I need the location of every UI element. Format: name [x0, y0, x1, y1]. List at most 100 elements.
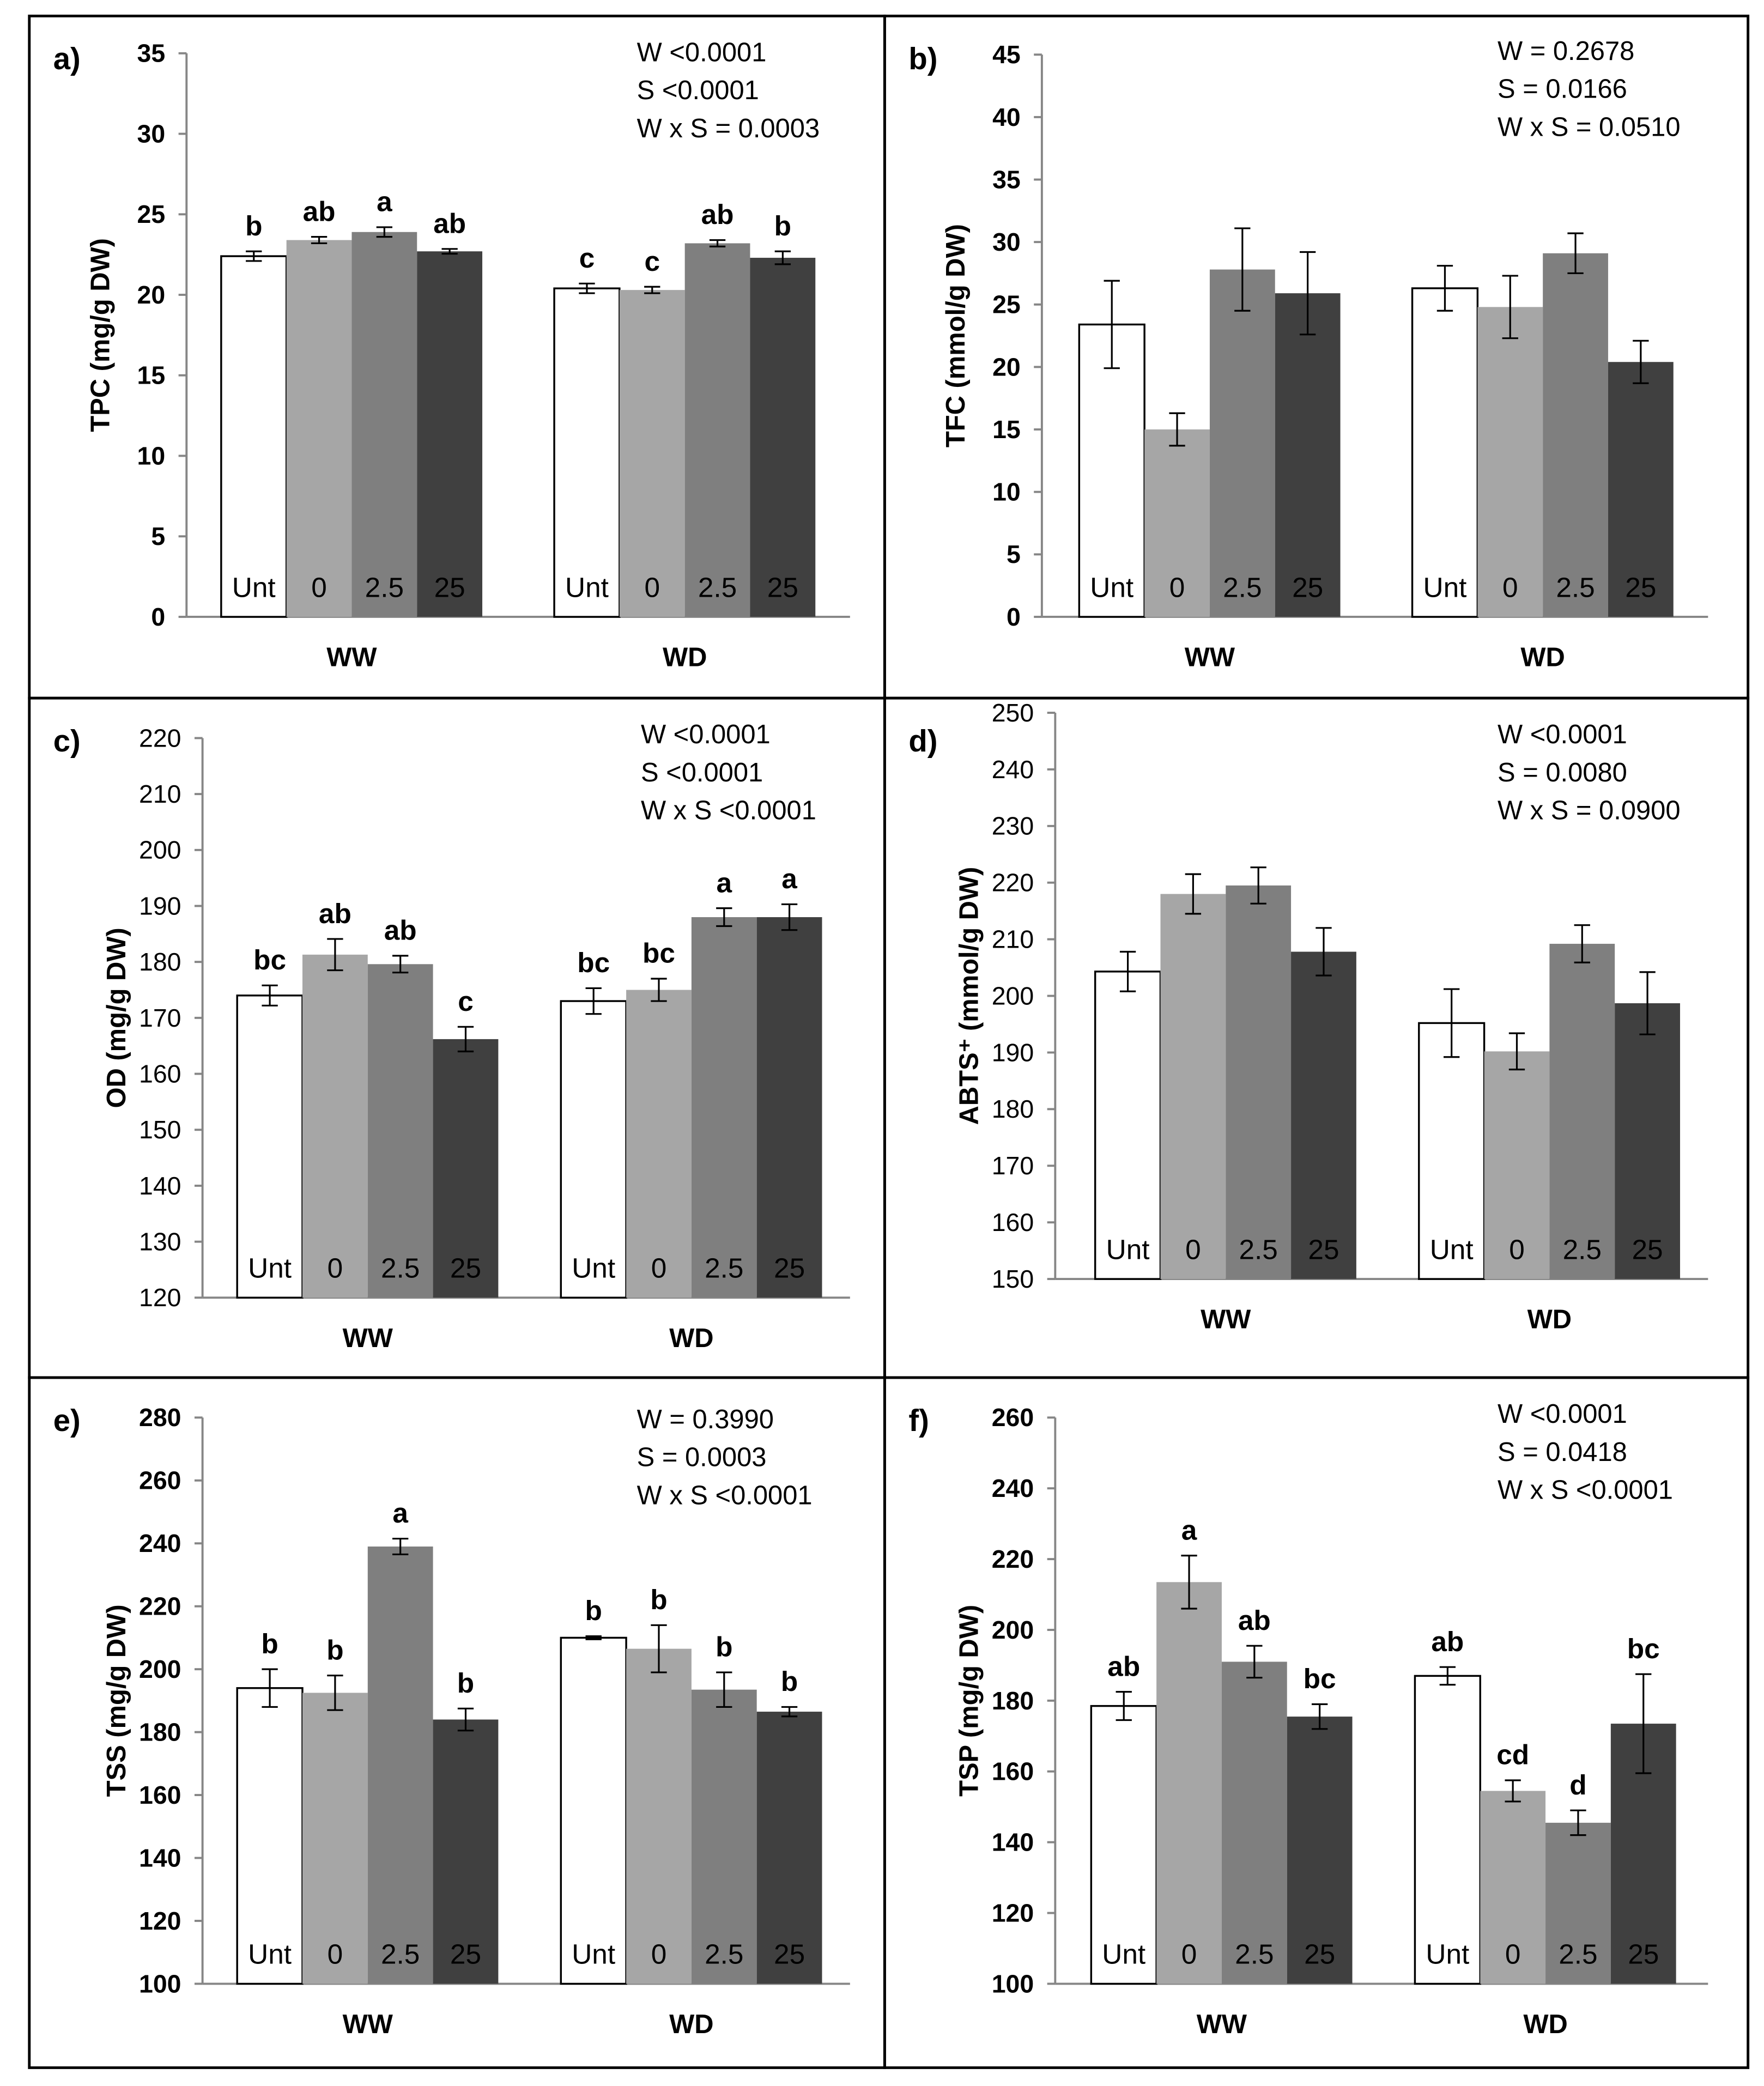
panel-border — [883, 1376, 1750, 2069]
y-tick-label: 150 — [992, 1265, 1034, 1293]
bar — [1221, 1661, 1287, 1984]
stats-line: W x S <0.0001 — [1498, 1475, 1673, 1505]
treatment-label: 2.5 — [698, 572, 737, 603]
y-tick-label: 180 — [139, 1718, 181, 1746]
bar — [1275, 293, 1341, 617]
stats-line: S = 0.0166 — [1498, 75, 1627, 104]
y-tick-label: 240 — [992, 755, 1034, 784]
panel-f: 100 120 140 160 180 200 220 240 260 TSP (mg/g DW)… — [883, 1376, 1750, 2069]
bar — [351, 232, 417, 617]
group-label: WD — [1527, 1305, 1572, 1335]
significance-letter: bc — [1627, 1633, 1660, 1664]
bar — [1291, 951, 1356, 1280]
y-tick-label: 160 — [992, 1208, 1034, 1236]
y-tick-label: 260 — [992, 1403, 1034, 1432]
bar — [433, 1719, 499, 1984]
y-tick-label: 180 — [139, 948, 181, 976]
panel-b: 0 5 10 15 20 25 30 35 40 45 TFC (mmol/g DW) b) W = 0… — [883, 14, 1750, 700]
significance-letter: bc — [253, 944, 286, 975]
bar — [626, 1648, 692, 1984]
y-tick-label: 190 — [139, 892, 181, 920]
y-tick-label: 40 — [992, 103, 1021, 131]
significance-letter: b — [326, 1634, 343, 1665]
y-tick-label: 200 — [139, 836, 181, 864]
significance-letter: b — [261, 1628, 278, 1659]
y-tick-label: 30 — [992, 228, 1021, 256]
y-tick-label: 140 — [139, 1844, 181, 1872]
group-label: WD — [669, 1324, 713, 1353]
treatment-label: 2.5 — [1223, 572, 1262, 603]
treatment-label: 0 — [1505, 1939, 1521, 1970]
stats-line: W <0.0001 — [1498, 1399, 1627, 1429]
treatment-label: 2.5 — [705, 1939, 743, 1970]
y-tick-label: 160 — [139, 1781, 181, 1809]
significance-letter: b — [716, 1632, 732, 1663]
y-axis-title: TFC (mmol/g DW) — [941, 224, 971, 447]
stats-line: S = 0.0418 — [1498, 1438, 1627, 1467]
treatment-label: 25 — [767, 572, 798, 603]
y-tick-label: 200 — [992, 1616, 1034, 1644]
treatment-label: 0 — [1509, 1234, 1525, 1265]
significance-letter: cd — [1496, 1739, 1529, 1770]
bar — [684, 243, 750, 617]
treatment-label: 0 — [328, 1253, 343, 1284]
bar — [302, 1693, 368, 1984]
treatment-label: 0 — [644, 572, 660, 603]
group-label: WD — [669, 2010, 713, 2039]
bar — [1418, 1022, 1486, 1280]
treatment-label: Unt — [572, 1253, 615, 1284]
significance-letter: b — [774, 210, 791, 241]
significance-letter: a — [377, 186, 392, 217]
bar — [619, 290, 685, 617]
stats-line: S <0.0001 — [641, 758, 763, 787]
y-tick-label: 45 — [992, 40, 1021, 69]
y-tick-label: 220 — [139, 1592, 181, 1621]
bar — [1414, 1675, 1481, 1985]
bar — [367, 1547, 433, 1984]
treatment-label: Unt — [1430, 1234, 1474, 1265]
y-tick-label: 180 — [992, 1095, 1034, 1123]
group-label: WD — [1520, 642, 1565, 672]
y-tick-label: 100 — [139, 1969, 181, 1998]
treatment-label: 2.5 — [705, 1253, 743, 1284]
y-tick-label: 35 — [992, 165, 1021, 193]
y-tick-label: 100 — [992, 1969, 1034, 1998]
stats-line: W x S <0.0001 — [637, 1481, 813, 1510]
stats-line: W x S <0.0001 — [641, 796, 816, 826]
significance-letter: b — [457, 1667, 474, 1699]
y-tick-label: 230 — [992, 812, 1034, 840]
y-tick-label: 5 — [1007, 540, 1021, 568]
treatment-label: 0 — [651, 1253, 667, 1284]
bar — [1608, 362, 1674, 617]
significance-letter: bc — [642, 938, 675, 969]
y-axis-title: TSS (mg/g DW) — [102, 1604, 131, 1797]
y-tick-label: 0 — [1007, 603, 1021, 631]
y-tick-label: 260 — [139, 1466, 181, 1495]
significance-letter: b — [781, 1666, 798, 1697]
panel-label: d) — [908, 724, 937, 758]
y-tick-label: 150 — [139, 1115, 181, 1144]
y-tick-label: 35 — [137, 39, 166, 68]
group-label: WW — [343, 1324, 393, 1353]
significance-letter: b — [650, 1584, 667, 1615]
panel-e: 100 120 140 160 180 200 220 240 260 280 TSS (mg/g … — [28, 1376, 886, 2069]
significance-letter: ab — [1107, 1651, 1140, 1682]
treatment-label: 0 — [328, 1939, 343, 1970]
panel-label: b) — [908, 41, 937, 76]
panel-a: 0 5 10 15 20 25 30 35 TPC (mg/g DW) a) W <0.0001 S … — [28, 14, 886, 700]
bar — [560, 1000, 627, 1299]
y-tick-label: 220 — [139, 724, 181, 752]
y-tick-label: 250 — [992, 699, 1034, 727]
treatment-label: 0 — [1502, 572, 1518, 603]
significance-letter: ab — [319, 898, 351, 929]
bar — [1160, 894, 1226, 1280]
y-tick-label: 15 — [137, 361, 166, 390]
treatment-label: 2.5 — [1235, 1939, 1274, 1970]
treatment-label: Unt — [572, 1939, 615, 1970]
group-label: WW — [343, 2010, 393, 2039]
stats-line: W = 0.3990 — [637, 1405, 774, 1434]
stats-line: W <0.0001 — [641, 720, 771, 749]
significance-letter: ab — [1431, 1626, 1464, 1657]
treatment-label: Unt — [1423, 572, 1467, 603]
y-tick-label: 220 — [992, 1545, 1034, 1573]
